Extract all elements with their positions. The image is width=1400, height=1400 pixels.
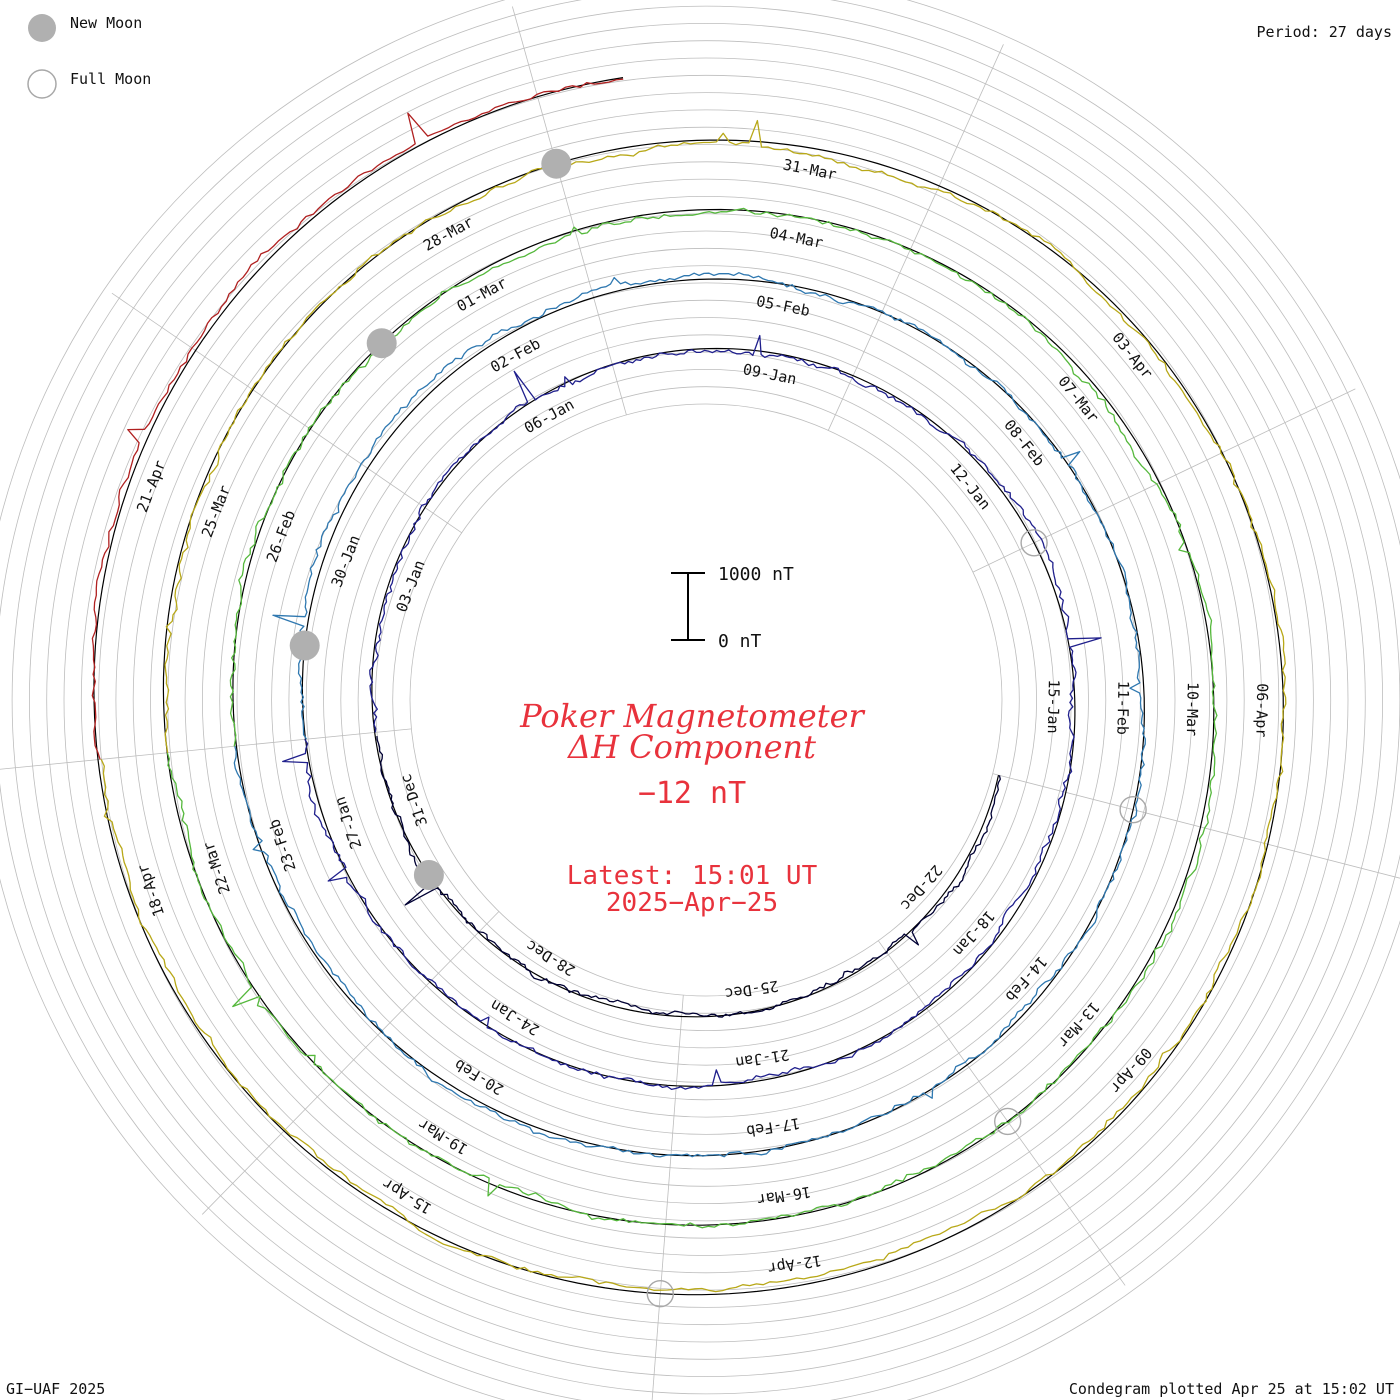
full-moon-marker xyxy=(1119,796,1147,824)
new-moon-legend-icon xyxy=(28,14,56,42)
grid-ring xyxy=(357,351,1055,1049)
date-label: 02-Feb xyxy=(487,334,543,376)
grid-ring xyxy=(150,144,1262,1256)
plot-timestamp: Condegram plotted Apr 25 at 15:02 UT xyxy=(1069,1380,1394,1398)
new-moon-marker xyxy=(289,630,320,661)
full-moon-marker xyxy=(994,1107,1022,1136)
data-traces xyxy=(91,77,1287,1296)
date-label: 09-Jan xyxy=(741,360,798,388)
latest-time: Latest: 15:01 UT xyxy=(567,861,818,891)
grid-ring xyxy=(29,23,1383,1377)
full-moon-marker xyxy=(1020,529,1048,557)
grid-ring xyxy=(409,403,1003,997)
trace-series-5 xyxy=(91,78,624,760)
period-label: Period: 27 days xyxy=(1257,23,1392,41)
grid-spoke xyxy=(0,728,412,770)
grid-ring xyxy=(63,57,1349,1343)
scale-bar xyxy=(671,572,705,641)
date-label: 11-Feb xyxy=(1113,681,1132,736)
date-label: 06-Jan xyxy=(521,395,577,437)
chart-subtitle: ΔH Component xyxy=(566,728,816,766)
grid-ring xyxy=(236,230,1176,1170)
new-moon-marker xyxy=(413,860,444,890)
grid-ring xyxy=(46,40,1366,1360)
date-label: 25-Dec xyxy=(723,977,779,1003)
grid-ring xyxy=(288,282,1124,1118)
grid-ring xyxy=(201,195,1211,1205)
grid-ring xyxy=(184,178,1228,1222)
grid-spoke xyxy=(877,940,1126,1286)
grid-ring xyxy=(167,161,1245,1239)
trace-series-4 xyxy=(100,119,1287,1293)
grid-ring xyxy=(80,74,1332,1326)
date-label: 21-Apr xyxy=(133,458,169,515)
chart-title: Poker Magnetometer xyxy=(519,697,865,735)
date-label: 22-Dec xyxy=(897,861,946,914)
trace-series-2 xyxy=(233,272,1146,1158)
date-label: 31-Mar xyxy=(781,156,838,184)
trace-series-1 xyxy=(282,334,1102,1091)
date-label: 01-Mar xyxy=(454,274,510,316)
date-label: 10-Mar xyxy=(1183,682,1202,737)
grid-ring xyxy=(323,317,1089,1083)
date-label: 21-Jan xyxy=(734,1045,790,1071)
date-label: 31-Dec xyxy=(397,772,432,829)
new-moon-legend-label: New Moon xyxy=(70,14,142,32)
footer-credit: GI−UAF 2025 xyxy=(6,1380,105,1398)
date-label: 03-Jan xyxy=(392,558,428,615)
grid-ring xyxy=(219,213,1193,1187)
new-moon-marker xyxy=(366,328,397,359)
date-label: 04-Mar xyxy=(768,224,825,252)
grid-ring xyxy=(392,386,1020,1014)
scale-bottom-label: 0 nT xyxy=(718,631,762,652)
scale-top-label: 1000 nT xyxy=(718,564,794,585)
full-moon-legend-icon xyxy=(27,69,57,99)
date-label: 12-Apr xyxy=(767,1251,823,1277)
full-moon-marker xyxy=(646,1279,674,1308)
date-label: 22-Mar xyxy=(199,839,234,896)
date-label: 17-Feb xyxy=(745,1114,801,1140)
date-label: 25-Mar xyxy=(198,483,234,540)
grid-spoke xyxy=(511,6,627,416)
date-label: 15-Jan xyxy=(1044,679,1063,734)
trace-series-3 xyxy=(166,207,1218,1229)
baseline-spiral xyxy=(93,77,1284,1296)
grid-spoke xyxy=(972,388,1356,573)
grid-spoke xyxy=(992,773,1400,879)
new-moon-marker xyxy=(541,148,572,179)
grid-ring xyxy=(253,247,1159,1153)
grid-ring xyxy=(305,299,1107,1101)
grid-spoke xyxy=(651,995,684,1400)
date-label: 18-Jan xyxy=(949,907,998,960)
date-label: 15-Apr xyxy=(379,1174,435,1217)
date-label: 05-Feb xyxy=(755,292,812,320)
grid-ring xyxy=(98,92,1314,1308)
full-moon-legend-label: Full Moon xyxy=(70,70,151,88)
latest-date: 2025−Apr−25 xyxy=(606,888,778,918)
moon-phase-markers xyxy=(289,148,1147,1308)
grid-ring xyxy=(132,126,1280,1274)
grid-ring xyxy=(374,368,1038,1032)
date-label: 26-Feb xyxy=(263,508,299,565)
date-label: 06-Apr xyxy=(1252,683,1271,738)
current-value: −12 nT xyxy=(638,776,746,811)
grid-spoke xyxy=(827,44,1004,431)
date-label: 09-Apr xyxy=(1106,1044,1155,1097)
date-label: 27-Jan xyxy=(331,794,366,851)
grid-spoke xyxy=(111,292,462,534)
grid-spoke xyxy=(201,911,500,1215)
date-label: 30-Jan xyxy=(328,533,364,590)
date-label: 16-Mar xyxy=(756,1183,812,1209)
